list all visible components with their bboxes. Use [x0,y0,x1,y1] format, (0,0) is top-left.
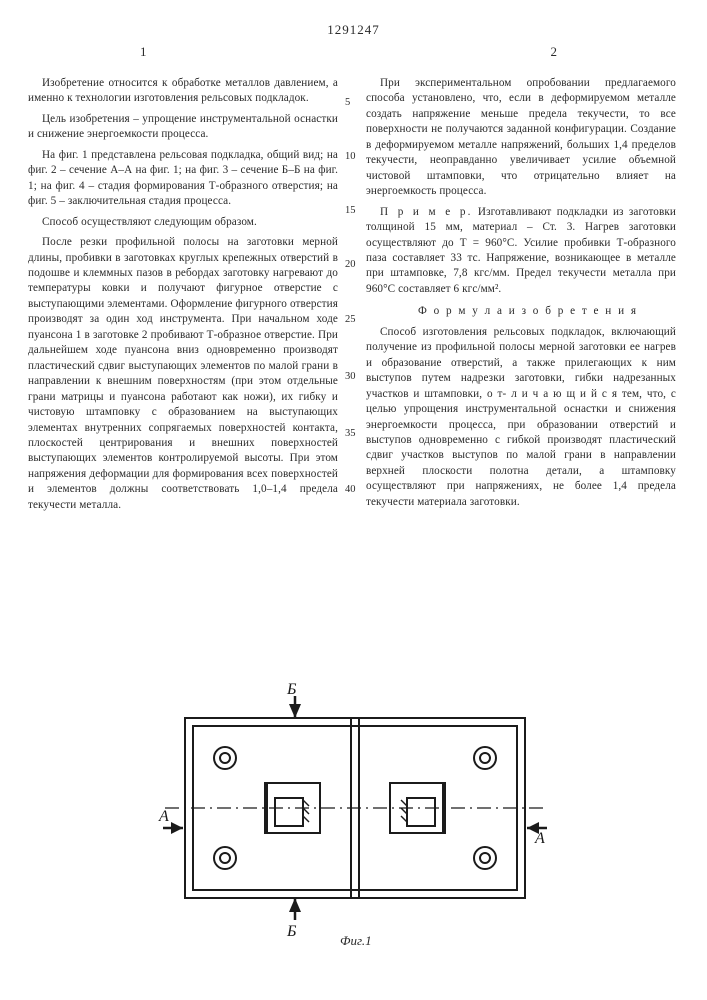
example-lead: П р и м е р. [380,206,473,218]
text-columns: Изобретение относится к обработке металл… [0,38,707,518]
left-para-4: Способ осуществляют следующим образом. [28,215,338,230]
figure-caption: Фиг.1 [340,933,372,949]
left-para-2: Цель изобретения – упрощение инструмента… [28,112,338,143]
line-number: 40 [345,485,356,496]
left-column: Изобретение относится к обработке металл… [28,76,338,518]
label-a-right: А [534,830,545,847]
line-number: 15 [345,206,356,217]
formula-title: Ф о р м у л а и з о б р е т е н и я [366,304,676,319]
figure-drawing: А А Б Б [155,678,555,958]
label-a-left: А [158,808,169,825]
patent-number: 1291247 [0,0,707,38]
figure-1: А А Б Б Фиг.1 [0,668,707,988]
line-number: 5 [345,98,350,109]
left-para-1: Изобретение относится к обработке металл… [28,76,338,107]
left-para-5: После резки профильной полосы на заготов… [28,235,338,513]
right-column: При экспериментальном опробовании предла… [366,76,676,518]
line-number: 10 [345,152,356,163]
line-number: 35 [345,429,356,440]
right-col-number: 2 [551,44,558,60]
example-body: Изготавливают подкладки из заготовки тол… [366,206,676,295]
line-number: 20 [345,260,356,271]
right-para-1: При экспериментальном опробовании предла… [366,76,676,200]
label-b-top: Б [286,681,297,698]
line-number: 30 [345,372,356,383]
label-b-bottom: Б [286,923,297,940]
left-col-number: 1 [140,44,147,60]
left-para-3: На фиг. 1 представлена рельсовая подклад… [28,148,338,210]
right-para-example: П р и м е р. Изготавливают подкладки из … [366,205,676,298]
line-number: 25 [345,315,356,326]
right-claim: Способ изготовления рельсовых подкладок,… [366,325,676,510]
